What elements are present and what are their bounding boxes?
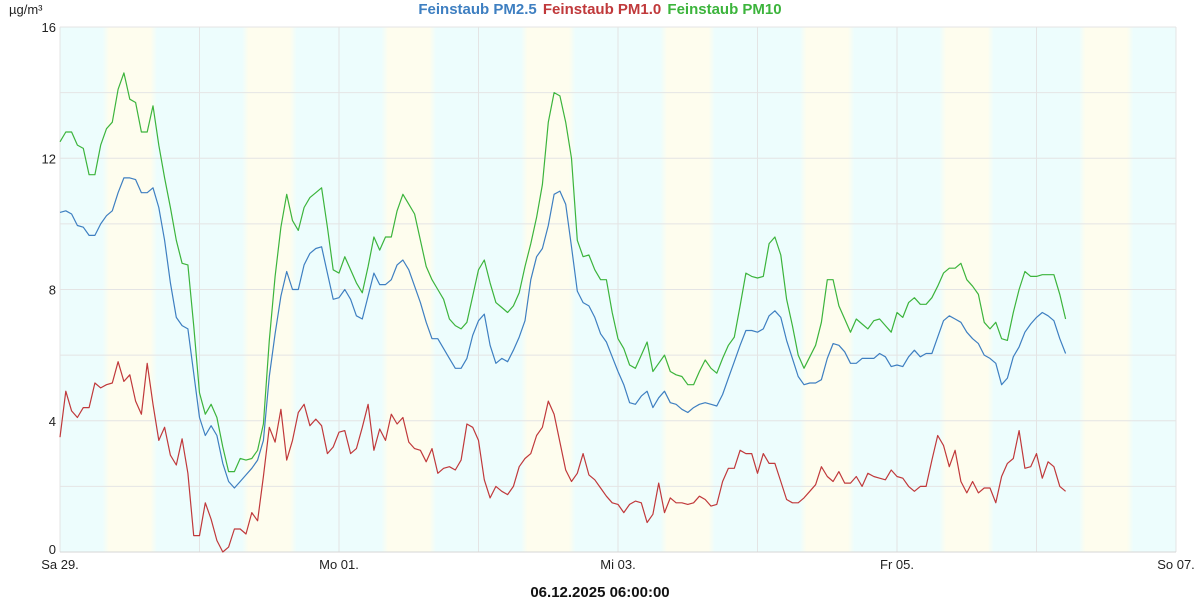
grid-lines xyxy=(59,26,1177,553)
legend-item-pm10[interactable]: Feinstaub PM10 xyxy=(667,1,782,18)
x-tick-label: Mi 03. xyxy=(600,557,635,572)
series-line-1 xyxy=(59,361,1066,553)
x-tick-label: Mo 01. xyxy=(319,557,359,572)
timestamp-label: 06.12.2025 06:00:00 xyxy=(530,584,670,601)
x-tick-label: Fr 05. xyxy=(880,557,914,572)
series-lines xyxy=(59,72,1067,553)
y-axis-unit: µg/m³ xyxy=(9,2,43,17)
y-tick-label: 12 xyxy=(42,151,56,166)
y-tick-label: 0 xyxy=(49,542,56,557)
chart-legend: Feinstaub PM2.5 Feinstaub PM1.0 Feinstau… xyxy=(0,0,1200,20)
x-tick-label: So 07. xyxy=(1157,557,1195,572)
y-tick-label: 8 xyxy=(49,283,56,298)
y-tick-label: 16 xyxy=(42,20,56,35)
series-line-0 xyxy=(59,177,1067,489)
x-tick-label: Sa 29. xyxy=(41,557,79,572)
legend-item-pm25[interactable]: Feinstaub PM2.5 xyxy=(418,1,537,18)
axis-ticks: 0 4 8 12 16 Sa 29. Mo 01. Mi 03. Fr 05. So 07. xyxy=(41,20,1195,572)
y-tick-label: 4 xyxy=(49,414,56,429)
series-line-2 xyxy=(59,72,1067,473)
legend-item-pm10-fine[interactable]: Feinstaub PM1.0 xyxy=(542,1,662,18)
